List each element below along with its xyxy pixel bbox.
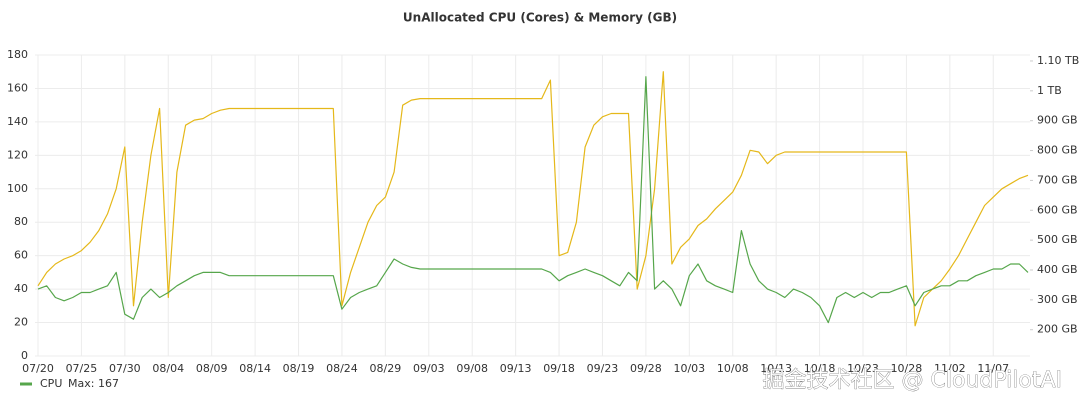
y-tick-label: 100 (7, 182, 28, 195)
x-tick-label: 11/07 (977, 362, 1009, 375)
x-tick-label: 08/09 (196, 362, 228, 375)
x-tick-label: 09/13 (500, 362, 532, 375)
x-tick-label: 09/08 (456, 362, 488, 375)
x-tick-label: 09/03 (413, 362, 445, 375)
y-tick-label: 120 (7, 148, 28, 161)
x-tick-label: 07/20 (22, 362, 54, 375)
legend-label: CPU (40, 377, 62, 390)
y2-tick-label: 700 GB (1037, 173, 1078, 186)
x-tick-label: 08/24 (326, 362, 358, 375)
y-tick-label: 20 (14, 316, 28, 329)
y-tick-label: 80 (14, 215, 28, 228)
y-tick-label: 140 (7, 115, 28, 128)
series-line (37, 71, 1029, 327)
y2-tick-label: 200 GB (1037, 323, 1078, 336)
x-tick-label: 10/13 (760, 362, 792, 375)
y-tick-label: 0 (21, 349, 28, 362)
y2-tick-label: 600 GB (1037, 203, 1078, 216)
x-tick-label: 07/30 (109, 362, 141, 375)
y2-tick-label: 400 GB (1037, 263, 1078, 276)
x-tick-label: 09/23 (587, 362, 619, 375)
x-tick-label: 08/04 (152, 362, 184, 375)
chart-title: UnAllocated CPU (Cores) & Memory (GB) (403, 11, 677, 25)
y-tick-label: 40 (14, 282, 28, 295)
x-tick-label: 08/19 (283, 362, 315, 375)
legend-stat: Max: 167 (68, 377, 119, 390)
y-tick-label: 160 (7, 81, 28, 94)
x-tick-label: 11/02 (934, 362, 966, 375)
x-tick-label: 10/08 (717, 362, 749, 375)
y2-tick-label: 1 TB (1037, 84, 1062, 97)
y2-tick-label: 300 GB (1037, 293, 1078, 306)
x-tick-label: 10/03 (673, 362, 705, 375)
x-tick-label: 10/28 (891, 362, 923, 375)
y-tick-label: 180 (7, 48, 28, 61)
y2-tick-label: 500 GB (1037, 233, 1078, 246)
y2-tick-label: 800 GB (1037, 144, 1078, 157)
x-tick-label: 08/29 (370, 362, 402, 375)
x-tick-label: 10/18 (804, 362, 836, 375)
x-tick-label: 08/14 (239, 362, 271, 375)
x-tick-label: 10/23 (847, 362, 879, 375)
x-tick-label: 09/28 (630, 362, 662, 375)
x-tick-label: 09/18 (543, 362, 575, 375)
y2-tick-label: 1.10 TB (1037, 54, 1079, 67)
y-tick-label: 60 (14, 249, 28, 262)
series-line (37, 76, 1029, 324)
watermark: 掘金技术社区 @ CloudPilotAI (763, 368, 1062, 393)
x-tick-label: 07/25 (66, 362, 98, 375)
y2-tick-label: 900 GB (1037, 114, 1078, 127)
